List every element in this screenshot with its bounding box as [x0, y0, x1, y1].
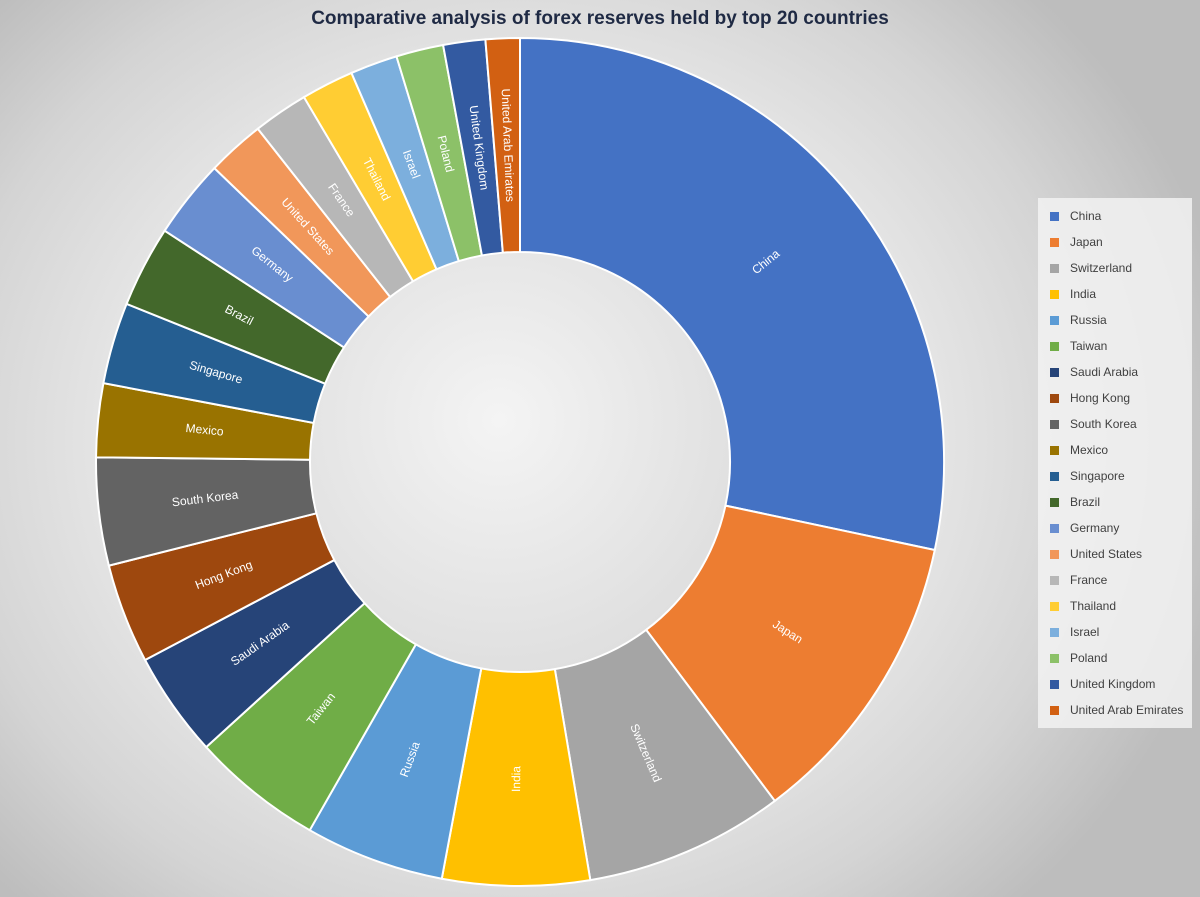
legend-label: China	[1070, 209, 1102, 223]
donut-hole	[311, 253, 729, 671]
legend-item: Brazil	[1050, 493, 1100, 511]
legend-label: India	[1070, 287, 1097, 301]
legend-label: Germany	[1070, 521, 1120, 535]
legend-item: China	[1050, 207, 1101, 225]
data-label: India	[509, 766, 523, 792]
legend-swatch	[1050, 549, 1059, 559]
legend-label: Hong Kong	[1070, 391, 1131, 405]
data-label: Mexico	[185, 421, 225, 439]
legend-label: Switzerland	[1070, 261, 1133, 275]
legend-label: Poland	[1070, 651, 1108, 665]
legend-swatch	[1050, 575, 1059, 585]
legend-label: Mexico	[1070, 443, 1109, 457]
legend-item: Thailand	[1050, 597, 1116, 615]
legend-swatch	[1050, 263, 1059, 273]
legend-item: India	[1050, 285, 1096, 303]
legend-swatch	[1050, 471, 1059, 481]
slice-china	[519, 36, 945, 552]
legend-swatch	[1050, 445, 1059, 455]
legend-item: Mexico	[1050, 441, 1108, 459]
legend-swatch	[1050, 601, 1059, 611]
legend-label: Brazil	[1070, 495, 1101, 509]
legend-item: Saudi Arabia	[1050, 363, 1138, 381]
legend-swatch	[1050, 705, 1059, 715]
legend-label: Japan	[1070, 235, 1103, 249]
legend-swatch	[1050, 393, 1059, 403]
legend-swatch	[1050, 211, 1059, 221]
legend-item: South Korea	[1050, 415, 1137, 433]
legend-label: Taiwan	[1070, 339, 1108, 353]
legend-swatch	[1050, 679, 1059, 689]
legend-item: United Arab Emirates	[1050, 701, 1183, 719]
legend-item: Hong Kong	[1050, 389, 1130, 407]
legend-item: United States	[1050, 545, 1142, 563]
legend-swatch	[1050, 237, 1059, 247]
legend-item: Russia	[1050, 311, 1107, 329]
legend-swatch	[1050, 627, 1059, 637]
legend-swatch	[1050, 523, 1059, 533]
legend-item: France	[1050, 571, 1107, 589]
legend-swatch	[1050, 653, 1059, 663]
legend-swatch	[1050, 315, 1059, 325]
legend-label: France	[1070, 573, 1108, 587]
legend-item: Israel	[1050, 623, 1099, 641]
legend-item: Germany	[1050, 519, 1119, 537]
legend-label: Thailand	[1070, 599, 1117, 613]
legend-label: United Arab Emirates	[1070, 703, 1184, 717]
legend-label: South Korea	[1070, 417, 1137, 431]
slice-japan	[644, 504, 936, 803]
legend-item: Japan	[1050, 233, 1103, 251]
legend-label: Russia	[1070, 313, 1107, 327]
legend: China Japan Switzerland India Russia Taiwan Sa…	[1038, 198, 1192, 728]
legend-item: Taiwan	[1050, 337, 1107, 355]
legend-swatch	[1050, 341, 1059, 351]
legend-item: United Kingdom	[1050, 675, 1155, 693]
legend-swatch	[1050, 497, 1059, 507]
legend-swatch	[1050, 419, 1059, 429]
legend-swatch	[1050, 289, 1059, 299]
legend-label: Israel	[1070, 625, 1100, 639]
legend-item: Poland	[1050, 649, 1107, 667]
chart-title: Comparative analysis of forex reserves h…	[311, 8, 889, 29]
legend-item: Switzerland	[1050, 259, 1132, 277]
legend-item: Singapore	[1050, 467, 1125, 485]
data-label: United Arab Emirates	[499, 88, 518, 202]
legend-swatch	[1050, 367, 1059, 377]
legend-label: Singapore	[1070, 469, 1125, 483]
legend-label: United States	[1070, 547, 1143, 561]
slice-united-arab-emirates	[484, 36, 521, 254]
legend-label: United Kingdom	[1070, 677, 1156, 691]
legend-label: Saudi Arabia	[1070, 365, 1139, 379]
